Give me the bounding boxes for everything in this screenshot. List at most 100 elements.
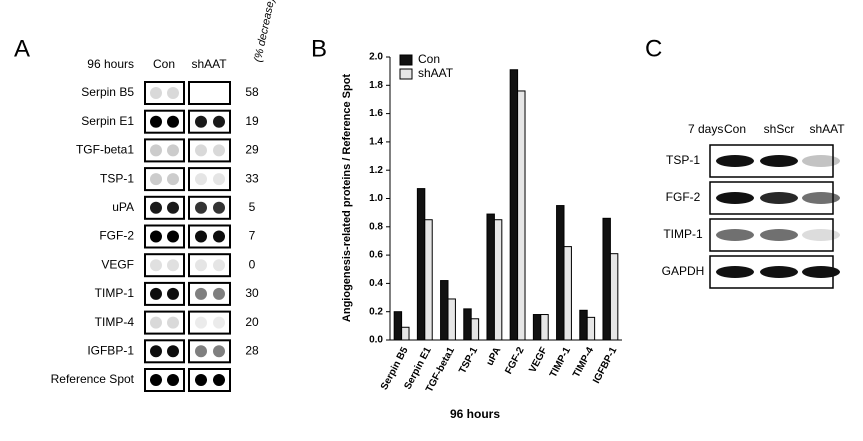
decrease-value: 20 (245, 315, 259, 329)
blot-dot (150, 87, 162, 99)
bar (440, 280, 449, 341)
bar (493, 219, 503, 341)
bar (486, 213, 495, 341)
y-tick-label: 1.8 (369, 80, 383, 91)
blot-dot (167, 230, 179, 243)
bar (463, 308, 472, 341)
y-tick-label: 0.6 (369, 250, 383, 261)
y-tick-label: 0.0 (369, 335, 383, 346)
blot-dot (213, 287, 225, 300)
legend-label: Con (418, 52, 440, 66)
column-label: Con (153, 57, 175, 71)
blot-dot (150, 173, 162, 186)
blot-band (760, 266, 798, 278)
x-tick-label: VEGF (527, 345, 549, 374)
blot-band (760, 192, 798, 204)
blot-dot (195, 287, 207, 300)
blot-box (144, 138, 185, 163)
blot-dot (213, 144, 225, 157)
blot-dot (167, 144, 179, 157)
row-label: uPA (112, 200, 134, 214)
bar (602, 217, 611, 341)
panel-letter: A (14, 35, 30, 62)
row-label: TIMP-4 (95, 315, 135, 329)
bar (532, 314, 542, 341)
decrease-value: 30 (245, 286, 259, 300)
y-tick-label: 1.0 (369, 193, 383, 204)
blot-dot (167, 87, 179, 99)
blot-dot (195, 144, 207, 157)
decrease-value: 33 (245, 171, 259, 185)
bar (470, 318, 480, 341)
blot-dot (150, 230, 162, 243)
blot-box (144, 81, 185, 105)
blot-dot (195, 173, 207, 186)
blot-dot (150, 259, 162, 272)
decrease-value: 19 (245, 114, 259, 128)
blot-dot (195, 201, 207, 214)
blot-dot (195, 259, 207, 272)
blot-dot (213, 374, 225, 386)
bar (416, 188, 426, 341)
time-label: 96 hours (87, 57, 134, 71)
blot-box (144, 167, 185, 192)
blot-dot (150, 287, 162, 300)
blot-dot (167, 374, 179, 386)
y-tick-label: 1.2 (369, 165, 383, 176)
row-label: FGF-2 (99, 229, 134, 243)
y-tick-label: 0.2 (369, 306, 383, 317)
blot-band (716, 192, 754, 204)
blot-dot (167, 201, 179, 214)
blot-band (802, 155, 840, 167)
blot-box (709, 144, 834, 178)
decrease-value: 5 (249, 200, 256, 214)
x-axis-label: 96 hours (450, 407, 500, 421)
legend-swatch (399, 54, 413, 66)
decrease-value: 28 (245, 343, 259, 357)
blot-dot (150, 316, 162, 329)
blot-band (802, 192, 840, 204)
row-label: TSP-1 (666, 153, 700, 167)
blot-dot (213, 115, 225, 128)
y-tick-label: 2.0 (369, 52, 383, 63)
x-tick-label: uPA (485, 345, 504, 367)
blot-box (188, 138, 231, 163)
decrease-value: 7 (249, 229, 256, 243)
blot-band (716, 155, 754, 167)
row-label: TIMP-1 (95, 286, 135, 300)
blot-band (716, 266, 754, 278)
bar (509, 69, 519, 341)
bar (393, 311, 403, 341)
blot-dot (213, 259, 225, 272)
blot-dot (195, 316, 207, 329)
bar (579, 309, 588, 341)
blot-dot (167, 316, 179, 329)
x-tick-label: TIMP-4 (571, 345, 596, 379)
blot-dot (167, 287, 179, 300)
blot-dot (150, 115, 162, 128)
blot-dot (195, 374, 207, 386)
blot-dot (213, 230, 225, 243)
row-label: TSP-1 (100, 171, 134, 185)
blot-dot (213, 173, 225, 186)
blot-dot (195, 230, 207, 243)
decrease-header: (% decrease) (252, 0, 277, 63)
row-label: FGF-2 (666, 190, 701, 204)
blot-box (188, 253, 231, 278)
blot-dot (167, 173, 179, 186)
blot-dot (213, 201, 225, 214)
row-label: VEGF (101, 257, 134, 271)
y-tick-label: 0.8 (369, 221, 383, 232)
row-label: IGFBP-1 (87, 343, 134, 357)
blot-dot (150, 201, 162, 214)
bar (447, 298, 456, 341)
legend-swatch (399, 68, 413, 80)
y-tick-label: 1.4 (369, 137, 383, 148)
blot-band (760, 155, 798, 167)
blot-dot (150, 144, 162, 157)
blot-box (144, 253, 185, 278)
decrease-value: 29 (245, 143, 259, 157)
blot-dot (167, 259, 179, 272)
bar (609, 253, 619, 341)
